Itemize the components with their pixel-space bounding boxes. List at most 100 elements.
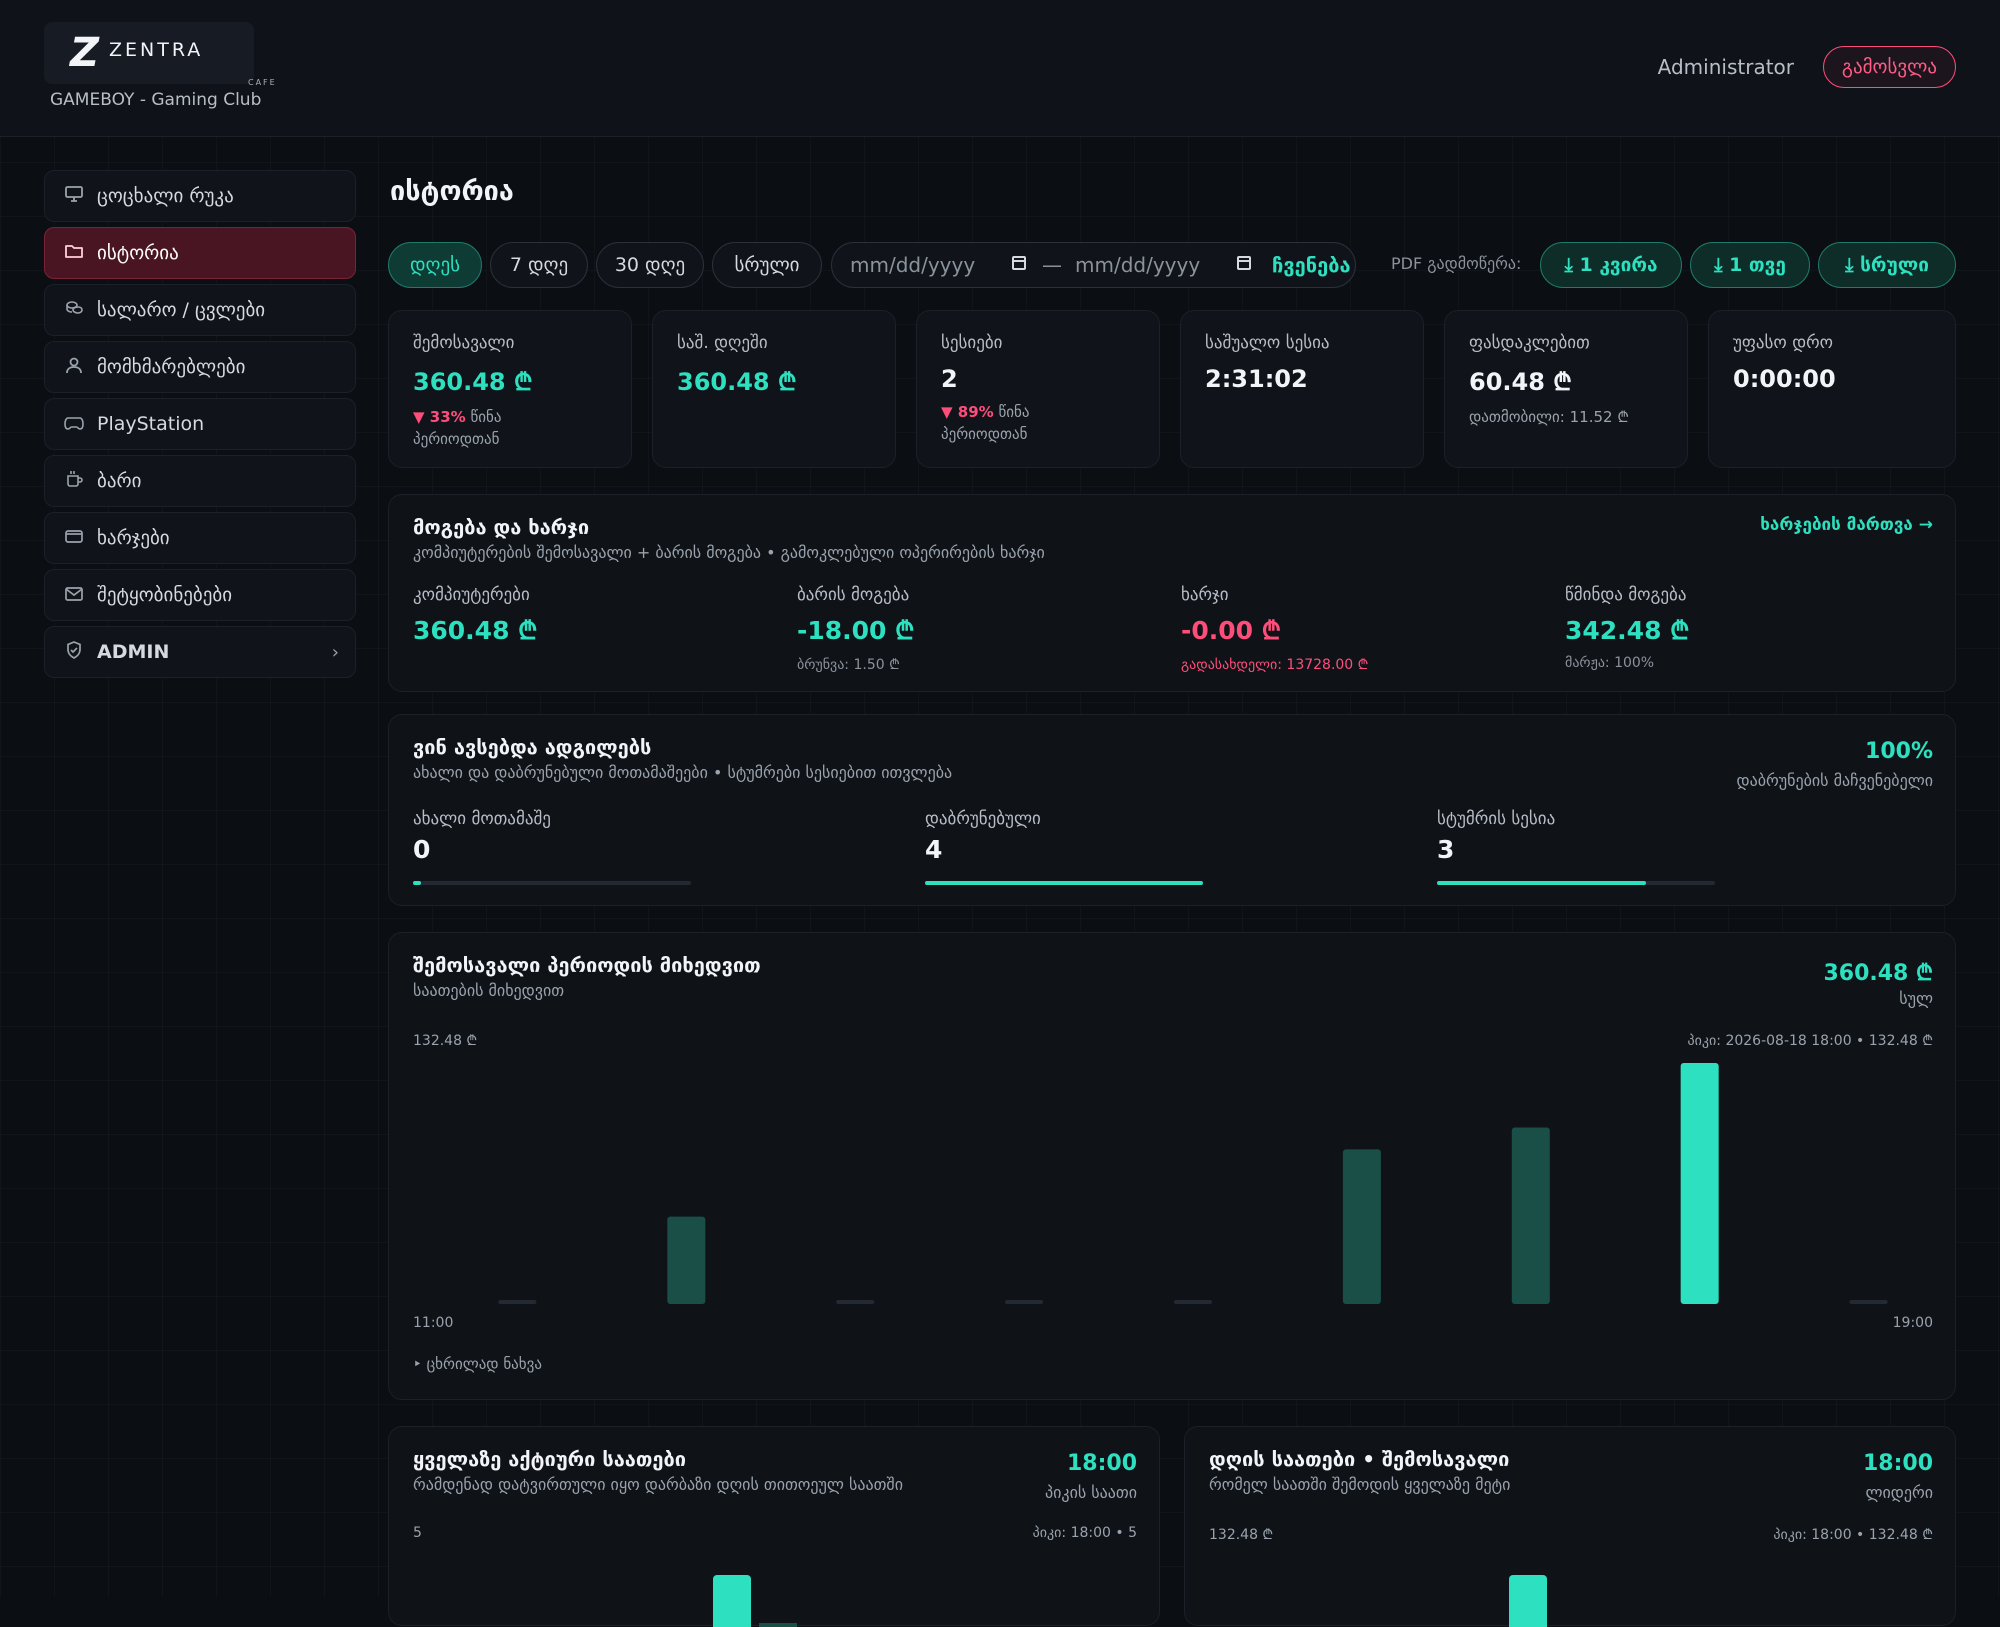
- shield-icon: [63, 641, 85, 663]
- show-button[interactable]: ჩვენება: [1272, 253, 1351, 277]
- metric-value: -0.00 ₾: [1181, 616, 1282, 645]
- stat-card-daily-avg: საშ. დღეში 360.48 ₾: [652, 310, 896, 468]
- download-all-button[interactable]: ⤓ სრული: [1818, 242, 1956, 288]
- download-label: 1 თვე: [1729, 254, 1786, 276]
- sidebar-item-playstation[interactable]: PlayStation: [44, 398, 356, 450]
- trend-down: ▼ 89%: [941, 403, 994, 421]
- period-today-button[interactable]: დღეს: [388, 242, 482, 288]
- metric-sub: ბრუნვა: 1.50 ₾: [797, 657, 900, 673]
- chart-bar-1300[interactable]: [836, 1300, 875, 1304]
- download-label: სრული: [1860, 254, 1929, 276]
- coins-icon: [63, 300, 85, 320]
- calendar-icon[interactable]: [1237, 256, 1251, 270]
- metric-value: 360.48 ₾: [413, 616, 538, 645]
- sidebar-item-label: მომხმარებლები: [97, 356, 246, 378]
- sidebar-item-label: სალარო / ცვლები: [97, 299, 266, 321]
- change-text: პერიოდთან: [413, 430, 500, 448]
- progress-fill: [413, 881, 422, 885]
- sidebar-item-label: ბარი: [97, 470, 142, 492]
- date-separator: —: [1042, 253, 1062, 277]
- return-rate-label: დაბრუნების მაჩვენებელი: [1736, 771, 1933, 790]
- metric-label: სტუმრის სესია: [1437, 809, 1556, 829]
- metric-sub: მარჟა: 100%: [1565, 655, 1655, 671]
- logout-button[interactable]: გამოსვლა: [1822, 46, 1956, 88]
- y-max-label: 132.48 ₾: [1209, 1527, 1274, 1543]
- metric-value: 0: [413, 835, 431, 864]
- sidebar-item-bar[interactable]: ბარი: [44, 455, 356, 507]
- wallet-icon: [63, 528, 85, 548]
- sidebar-item-expenses[interactable]: ხარჯები: [44, 512, 356, 564]
- progress-track: [413, 881, 691, 885]
- panel-title: ყველაზე აქტიური საათები: [413, 1447, 687, 1471]
- metric-label: ხარჯი: [1181, 585, 1229, 605]
- sidebar-item-label: PlayStation: [97, 413, 205, 435]
- y-max-label: 5: [413, 1525, 422, 1541]
- gamepad-icon: [63, 415, 85, 434]
- metric-value: 342.48 ₾: [1565, 616, 1690, 645]
- panel-subtitle: რამდენად დატვირთული იყო დარბაზი დღის თით…: [413, 1475, 903, 1494]
- sidebar-item-history[interactable]: ისტორია: [44, 227, 356, 279]
- metric-new-players: ახალი მოთამაშე 0: [413, 809, 551, 864]
- period-30days-button[interactable]: 30 დღე: [596, 242, 704, 288]
- mug-icon: [63, 470, 85, 492]
- stat-label: საშ. დღეში: [677, 333, 768, 353]
- sidebar-item-admin[interactable]: ADMIN ›: [44, 626, 356, 678]
- chart-bar-1900[interactable]: [1849, 1300, 1888, 1304]
- active-hours-panel: ყველაზე აქტიური საათები რამდენად დატვირთ…: [388, 1426, 1160, 1627]
- folder-icon: [63, 243, 85, 263]
- logo-mark: Z: [70, 30, 100, 76]
- date-from-input[interactable]: mm/dd/yyyy: [850, 253, 976, 277]
- metric-computers: კომპიუტერები 360.48 ₾: [413, 585, 537, 647]
- main-content: ისტორია დღეს 7 დღე 30 დღე სრული mm/dd/yy…: [388, 170, 1956, 1627]
- download-month-button[interactable]: ⤓ 1 თვე: [1690, 242, 1810, 288]
- leader-hour-value: 18:00: [1862, 1451, 1933, 1476]
- chart-bar-1200[interactable]: [667, 1216, 706, 1304]
- metric-value: -18.00 ₾: [797, 616, 915, 645]
- sidebar-item-cashier[interactable]: სალარო / ცვლები: [44, 284, 356, 336]
- user-name: Administrator: [1657, 55, 1794, 79]
- user-icon: [63, 356, 85, 378]
- progress-track: [1437, 881, 1715, 885]
- monitor-icon: [63, 186, 85, 206]
- stat-label: შემოსავალი: [413, 333, 515, 353]
- chart-bar-1100[interactable]: [498, 1300, 537, 1304]
- calendar-icon[interactable]: [1012, 256, 1026, 270]
- stat-value: 2:31:02: [1205, 365, 1308, 393]
- download-icon: ⤓: [1845, 254, 1854, 276]
- panel-subtitle: რომელ საათში შემოდის ყველაზე მეტი: [1209, 1475, 1511, 1494]
- date-to-input[interactable]: mm/dd/yyyy: [1075, 253, 1201, 277]
- stat-value: 60.48 ₾: [1469, 368, 1572, 396]
- download-week-button[interactable]: ⤓ 1 კვირა: [1540, 242, 1682, 288]
- manage-expenses-link[interactable]: ხარჯების მართვა →: [1760, 515, 1933, 535]
- stat-label: ფასდაკლებით: [1469, 333, 1590, 353]
- return-rate-value: 100%: [1865, 739, 1933, 764]
- stat-card-sessions: სესიები 2 ▼ 89% წინა პერიოდთან: [916, 310, 1160, 468]
- income-bar-chart: [498, 1063, 1888, 1304]
- sidebar-item-messages[interactable]: შეტყობინებები: [44, 569, 356, 621]
- chart-bar-1700[interactable]: [1511, 1127, 1550, 1304]
- peak-label: პიკი: 18:00 • 5: [1032, 1525, 1137, 1541]
- chart-bar-1400[interactable]: [1005, 1300, 1044, 1304]
- page-title: ისტორია: [390, 176, 514, 207]
- period-7days-button[interactable]: 7 დღე: [490, 242, 588, 288]
- sidebar-item-users[interactable]: მომხმარებლები: [44, 341, 356, 393]
- chart-total-value: 360.48 ₾: [1823, 961, 1933, 986]
- chart-bar-1500[interactable]: [1174, 1300, 1212, 1304]
- chart-bar-1600[interactable]: [1342, 1149, 1381, 1304]
- logo[interactable]: Z ZENTRA CAFE: [44, 22, 275, 87]
- peak-hour-value: 18:00: [1066, 1451, 1137, 1476]
- period-all-button[interactable]: სრული: [712, 242, 822, 288]
- chevron-right-icon: ›: [331, 641, 339, 663]
- x-end-label: 19:00: [1892, 1315, 1933, 1331]
- show-table-toggle[interactable]: ‣ ცხრილად ნახვა: [413, 1355, 542, 1373]
- progress-fill: [925, 881, 1203, 885]
- sidebar-item-label: ცოცხალი რუკა: [97, 185, 234, 207]
- sidebar-item-label: ხარჯები: [97, 527, 170, 549]
- date-range: mm/dd/yyyy — mm/dd/yyyy ჩვენება: [831, 242, 1356, 288]
- leader-hour-label: ლიდერი: [1865, 1483, 1933, 1502]
- stat-sub: დათმობილი: 11.52 ₾: [1469, 408, 1629, 426]
- change-text: წინა: [998, 403, 1030, 421]
- download-icon: ⤓: [1564, 254, 1573, 276]
- chart-bar-1800[interactable]: [1680, 1063, 1719, 1304]
- sidebar-item-live-map[interactable]: ცოცხალი რუკა: [44, 170, 356, 222]
